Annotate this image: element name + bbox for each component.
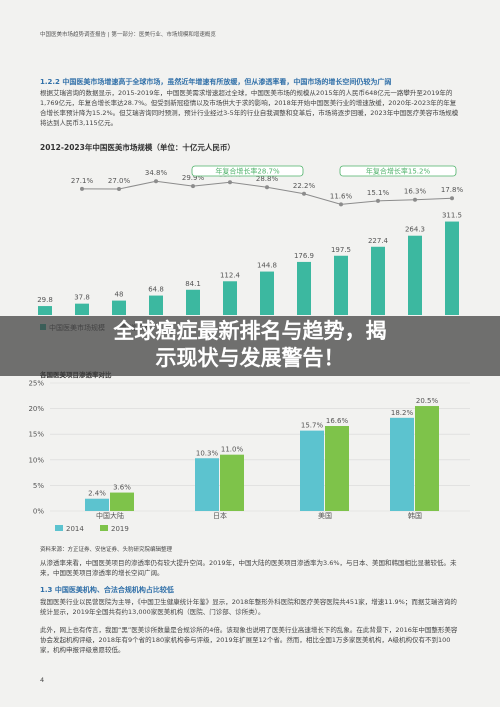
value-label: 37.8 [74,294,90,302]
legend-label: 2014 [66,525,84,533]
y-tick-label: 20% [28,405,44,413]
line-point [376,198,380,203]
value-label: 11.6% [330,192,353,200]
value-label: 15.7% [301,422,324,430]
value-label: 20.5% [416,397,439,405]
value-label: 27.1% [71,177,94,185]
value-label: 264.3 [405,226,425,234]
bar [223,281,237,315]
line-point [191,184,195,189]
bar [220,454,244,511]
y-tick-label: 25% [28,380,44,388]
value-label: 17.8% [441,186,464,194]
bar [149,295,163,315]
legend-swatch [100,525,108,531]
legend-label: 2019 [111,525,129,533]
paragraph: 此外，网上也有传言，我国“黑”医美诊所数量是合规诊所的4倍。该现象也说明了医美行… [40,626,458,654]
annotation: 年复合增长率28.7% [215,167,280,176]
bar [390,417,414,511]
bar [445,221,459,315]
bar [260,271,274,315]
bar [415,406,439,511]
header: 中国医美市场趋势调查报告 | 第一部分：医美行业、市场规模和增速概览 [40,32,216,38]
annotation-box [191,165,304,177]
x-tick-label: 日本 [213,511,227,520]
paragraph: 从渗透率来看，中国医美项目的渗透率仍有较大提升空间。2019年，中国大陆的医美项… [40,559,457,577]
annotation: 年复合增长率15.2% [366,167,431,176]
value-label: 197.5 [331,246,351,254]
paragraph: 根据艾瑞咨询的数据显示，2015-2019年，中国医美需求增速超过全球，中国医美… [40,89,459,127]
line-point [228,180,232,185]
value-label: 34.8% [145,169,168,177]
y-tick-label: 10% [28,456,44,464]
value-label: 112.4 [220,271,241,279]
bar [110,492,134,511]
value-label: 227.4 [368,237,389,245]
bar [325,426,349,511]
value-label: 311.5 [442,212,462,220]
y-tick-label: 15% [28,431,44,439]
value-label: 64.8 [148,286,164,294]
line-point [339,202,343,207]
x-tick-label: 中国大陆 [96,511,124,520]
value-label: 29.8 [37,296,53,304]
value-label: 22.2% [293,182,316,190]
bar [75,303,89,315]
value-label: 3.6% [113,484,131,492]
y-tick-label: 0% [33,508,44,516]
line-point [265,185,269,190]
line-point [117,187,121,191]
value-label: 15.1% [367,189,390,197]
line-point [413,197,417,202]
line-point [80,186,84,191]
banner-line: 示现状与发展警告！ [155,346,345,370]
bar [195,458,219,511]
bar [297,261,311,315]
banner: 全球癌症最新排名与趋势，揭 示现状与发展警告！ [0,316,500,376]
value-label: 18.2% [391,409,414,417]
bar [85,498,109,511]
line [81,180,453,205]
value-label: 176.9 [294,252,314,260]
bar [408,235,422,315]
legend-swatch [55,525,63,531]
bar [38,306,52,315]
line-point [154,179,158,184]
line-point [302,191,306,196]
chart-title: 2012-2023年中国医美市场规模（单位：十亿元人民币） [40,143,235,152]
value-label: 28.8% [256,175,279,183]
page-number: 4 [40,676,45,684]
value-label: 144.8 [257,262,277,270]
bar [334,255,348,315]
bar [371,246,385,315]
value-label: 10.3% [196,449,219,457]
x-tick-label: 美国 [318,511,332,520]
paragraph: 我国医美行业以民营医院为主导，《中国卫生健康统计年鉴》显示，2018年整形外科医… [40,598,457,616]
annotation-box [339,165,457,177]
value-label: 27.0% [108,177,131,185]
section-title: 1.3 中国医美机构、合法合规机构占比较低 [40,586,174,594]
bar [112,300,126,315]
bar [300,430,324,511]
banner-line: 全球癌症最新排名与趋势，揭 [113,319,387,343]
section-title: 1.2.2 中国医美市场增速高于全球市场，虽然近年增速有所放缓，但从渗透率看，中… [40,78,392,86]
value-label: 16.6% [326,417,349,425]
value-label: 11.0% [221,446,244,454]
source: 资料来源：方正证券、安信证券、头豹研究院编辑整理 [40,547,173,553]
x-tick-label: 韩国 [408,511,422,520]
y-tick-label: 5% [33,482,44,490]
value-label: 16.3% [404,188,427,196]
bar [186,289,200,315]
value-label: 29.9% [182,174,205,182]
value-label: 2.4% [88,490,106,498]
value-label: 48 [115,291,124,299]
value-label: 84.1 [185,280,201,288]
line-point [450,196,454,201]
